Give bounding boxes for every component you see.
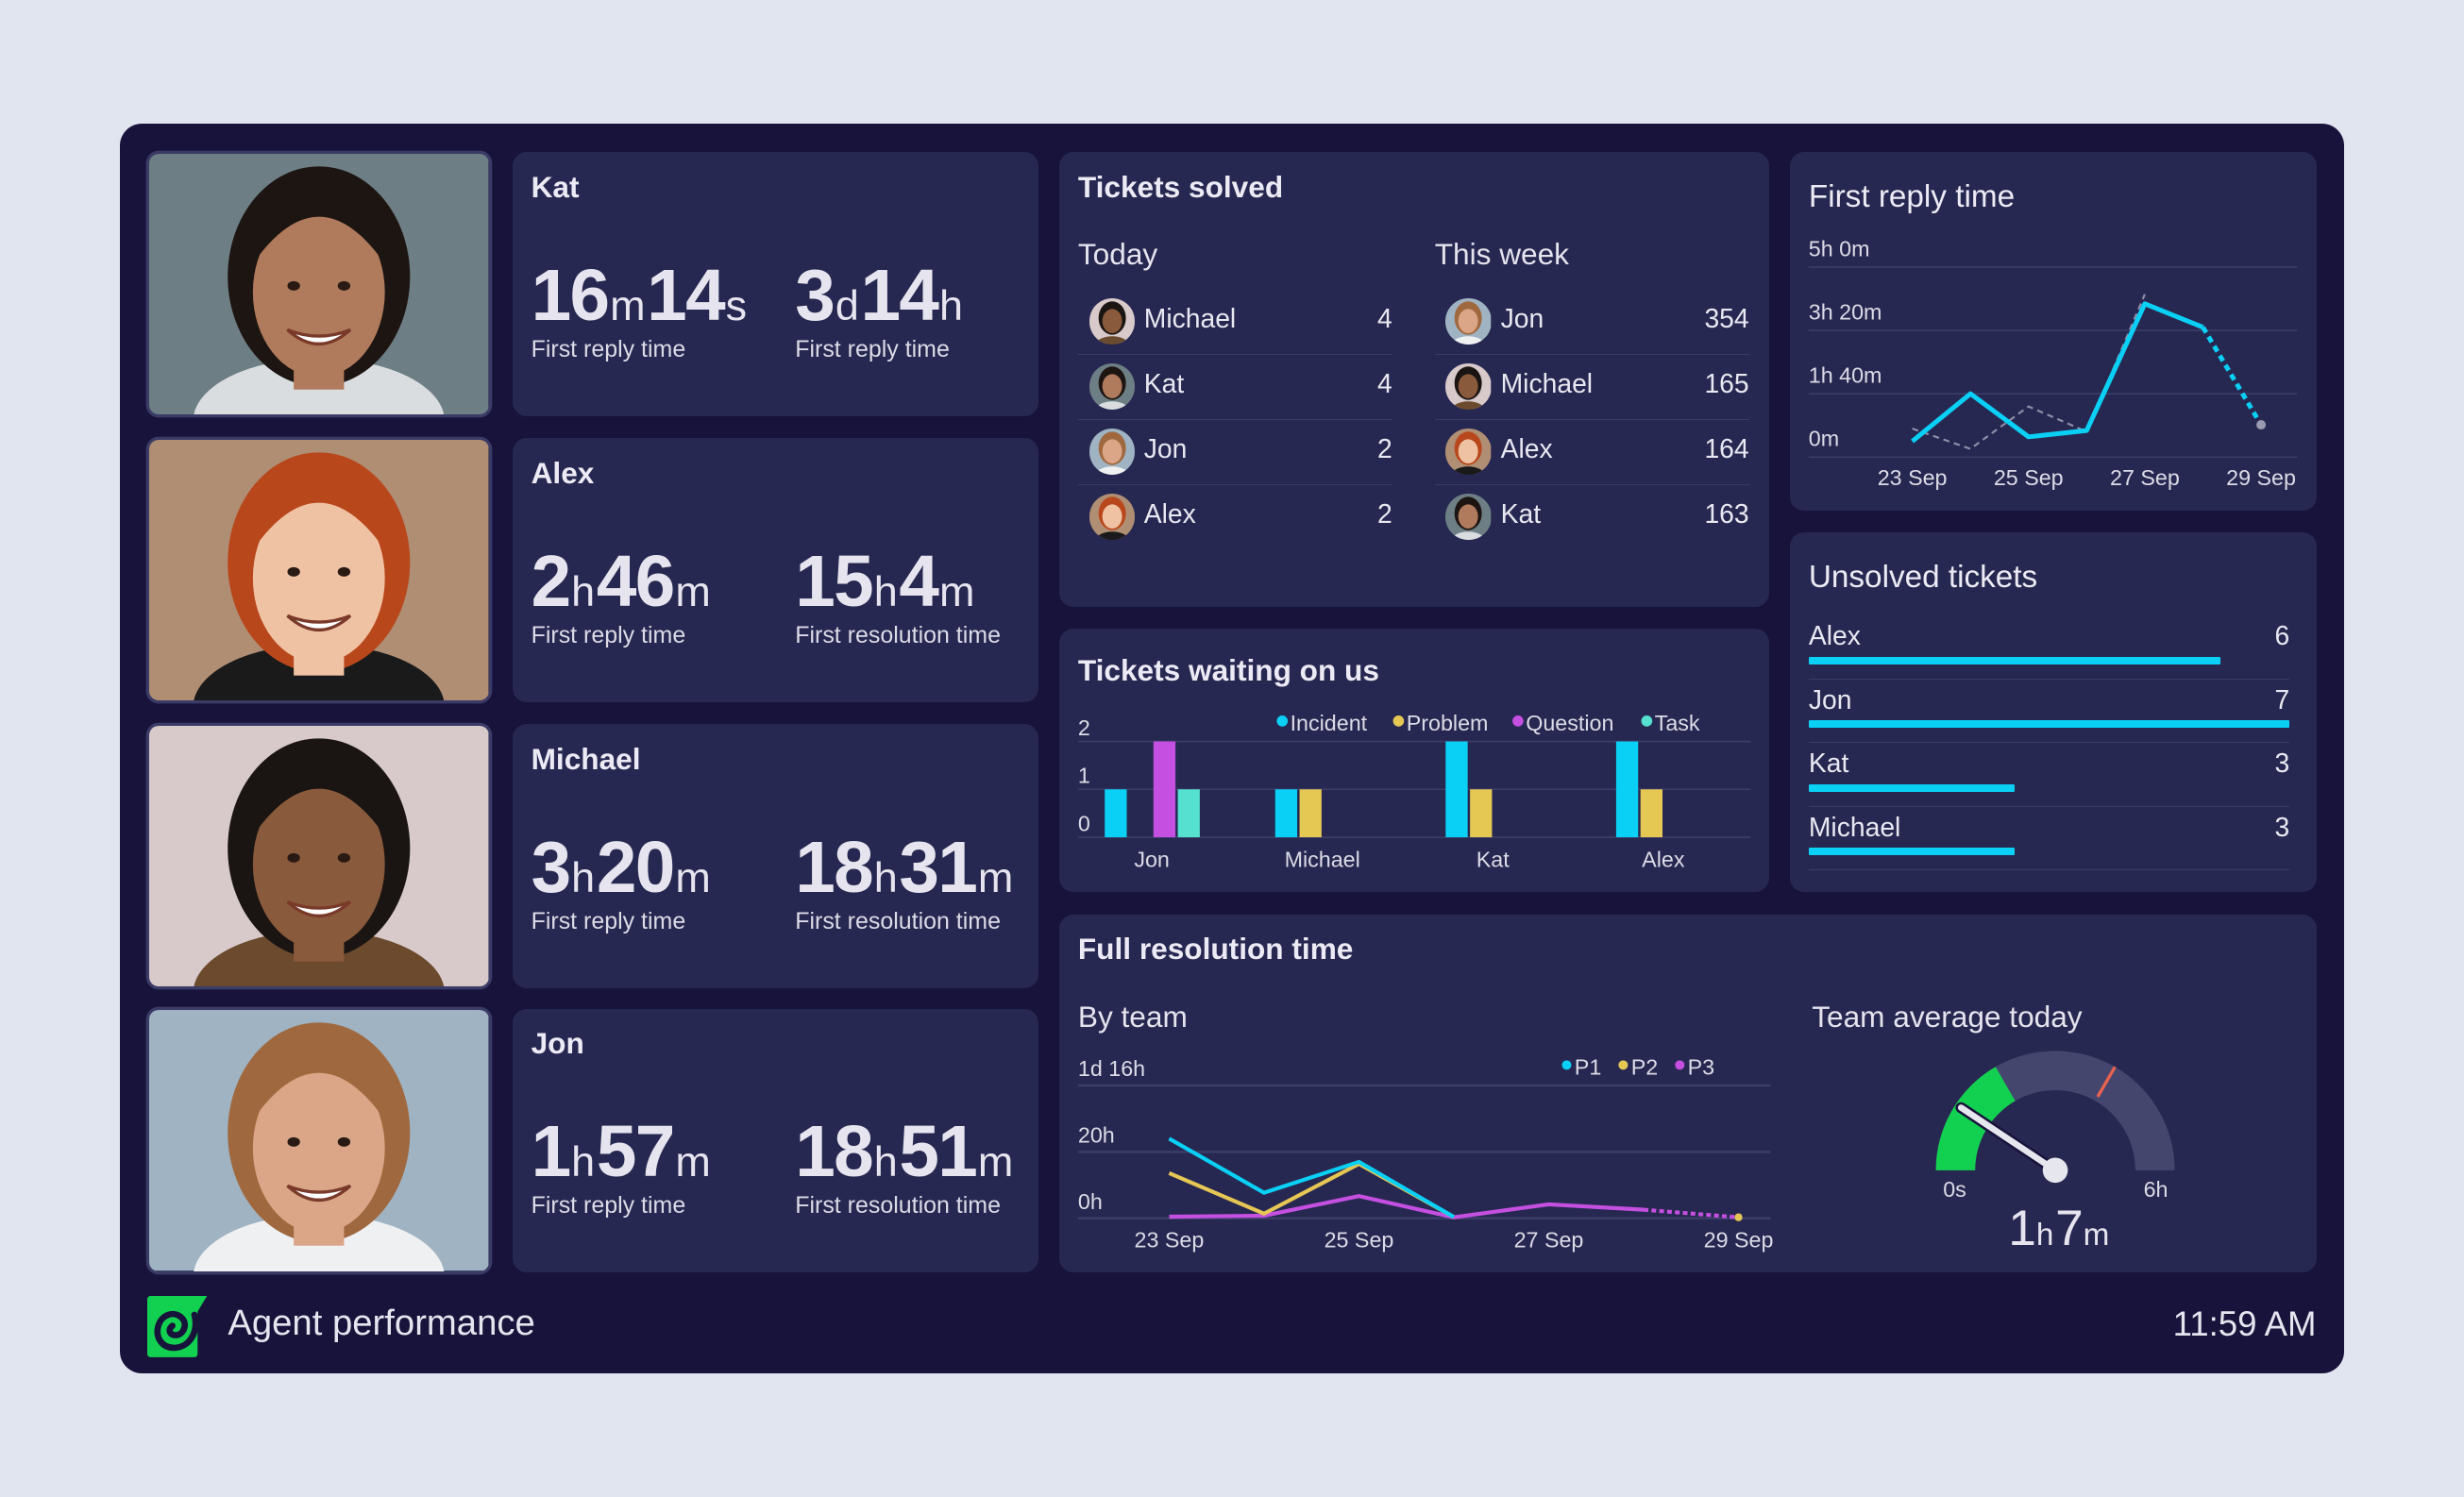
agent-photo <box>149 1010 489 1271</box>
stat-value: 3d14h <box>795 256 963 337</box>
solved-count: 4 <box>1377 368 1392 399</box>
unsolved-row: Kat 3 <box>1808 743 2290 807</box>
leaderboard-row: Kat 163 <box>1435 485 1749 549</box>
stat-label: First resolution time <box>795 908 1001 935</box>
agent-card: Kat 16m14s First reply time 3d14h First repl… <box>512 152 1039 417</box>
stat-value: 16m14s <box>531 256 748 337</box>
leaderboard-row: Michael 165 <box>1434 354 1749 420</box>
avatar <box>1445 429 1492 475</box>
agent-card: Alex 2h46m First reply time 15h4m First reso… <box>512 438 1039 703</box>
by-team-label: By team <box>1077 999 1188 1034</box>
avatar <box>1445 298 1492 345</box>
avatar <box>1089 363 1135 410</box>
avatar <box>1445 363 1492 410</box>
solved-count: 2 <box>1377 433 1392 464</box>
agent-photo <box>149 154 489 415</box>
full-resolution-title: Full resolution time <box>1077 932 1354 967</box>
solved-count: 164 <box>1704 433 1749 464</box>
agent-name: Kat <box>531 169 580 204</box>
avatar <box>1089 298 1135 345</box>
stat-value: 2h46m <box>531 542 711 623</box>
full-resolution-card: Full resolution time By team Team averag… <box>1058 914 2317 1273</box>
agent-name: Jon <box>1808 683 1852 715</box>
stat-value: 3h20m <box>531 828 711 909</box>
agent-name: Jon <box>1500 303 1544 334</box>
unsolved-bar <box>1808 720 2290 729</box>
tickets-solved-title: Tickets solved <box>1077 169 1284 204</box>
leaderboard-row: Michael 4 <box>1077 289 1392 355</box>
leaderboard-row: Kat 4 <box>1077 354 1392 420</box>
unsolved-card: Unsolved tickets <box>1789 532 2317 893</box>
avatar <box>1089 494 1135 540</box>
solved-count: 4 <box>1377 303 1392 334</box>
agent-photo <box>149 440 489 701</box>
agent-name: Michael <box>1808 811 1901 842</box>
agent-name: Alex <box>1143 498 1196 530</box>
agent-name: Alex <box>531 455 595 490</box>
leaderboard-row: Jon 354 <box>1434 289 1749 355</box>
solved-count: 354 <box>1704 303 1749 334</box>
team-average-value: 1h7m <box>2008 1201 2110 1257</box>
leaderboard-row: Alex 164 <box>1434 419 1749 485</box>
agent-name: Kat <box>1143 368 1185 399</box>
unsolved-row: Michael 3 <box>1808 807 2290 871</box>
unsolved-count: 3 <box>2274 811 2290 842</box>
unsolved-count: 7 <box>2274 683 2290 715</box>
agent-name: Kat <box>1808 748 1849 779</box>
solved-count: 165 <box>1704 368 1749 399</box>
leaderboard-row: Jon 2 <box>1077 419 1392 485</box>
agent-name: Alex <box>1808 620 1861 651</box>
today-label: Today <box>1077 237 1158 272</box>
avatar <box>1089 429 1135 475</box>
stat-value: 18h51m <box>795 1112 1014 1193</box>
solved-count: 2 <box>1377 498 1392 530</box>
tickets-waiting-card: Tickets waiting on us <box>1058 628 1770 893</box>
tickets-solved-card: Tickets solved Today This week <box>1058 152 1770 607</box>
stat-label: First resolution time <box>795 622 1001 649</box>
agent-card: Jon 1h57m First reply time 18h51m First reso… <box>512 1008 1039 1273</box>
tickets-waiting-title: Tickets waiting on us <box>1077 653 1379 688</box>
unsolved-bar <box>1808 783 2016 792</box>
stat-label: First reply time <box>531 908 686 935</box>
stat-value: 15h4m <box>795 542 975 623</box>
stat-value: 1h57m <box>531 1112 711 1193</box>
unsolved-title: Unsolved tickets <box>1808 559 2038 595</box>
first-reply-title: First reply time <box>1808 178 2016 214</box>
avatar <box>1445 494 1492 540</box>
this-week-label: This week <box>1434 237 1569 272</box>
agent-card: Michael 3h20m First reply time 18h31m First … <box>512 724 1039 988</box>
solved-count: 163 <box>1704 498 1749 530</box>
leaderboard-row: Alex 2 <box>1078 485 1392 549</box>
agent-photo <box>149 726 489 987</box>
unsolved-row: Jon 7 <box>1808 680 2290 744</box>
stat-label: First reply time <box>531 336 686 363</box>
clock: 11:59 AM <box>2172 1304 2317 1343</box>
stat-label: First reply time <box>531 622 686 649</box>
unsolved-count: 6 <box>2274 620 2290 651</box>
agent-name: Jon <box>1143 433 1188 464</box>
unsolved-count: 3 <box>2274 748 2290 779</box>
agent-name: Alex <box>1500 433 1553 464</box>
unsolved-bar <box>1808 848 2016 856</box>
agent-name: Michael <box>531 741 641 776</box>
agent-name: Michael <box>1143 303 1237 334</box>
stat-label: First reply time <box>531 1192 686 1219</box>
agent-name: Jon <box>531 1025 584 1060</box>
stat-value: 18h31m <box>795 828 1014 909</box>
first-reply-card: First reply time <box>1789 152 2317 511</box>
stat-label: First resolution time <box>795 1192 1001 1219</box>
agent-name: Michael <box>1500 368 1594 399</box>
stat-label: First reply time <box>795 336 950 363</box>
agent-name: Kat <box>1500 498 1542 530</box>
unsolved-row: Alex 6 <box>1808 615 2290 681</box>
logo-icon <box>147 1296 208 1358</box>
footer-title: Agent performance <box>228 1302 535 1343</box>
team-average-label: Team average today <box>1812 999 2083 1034</box>
unsolved-bar <box>1808 656 2221 665</box>
